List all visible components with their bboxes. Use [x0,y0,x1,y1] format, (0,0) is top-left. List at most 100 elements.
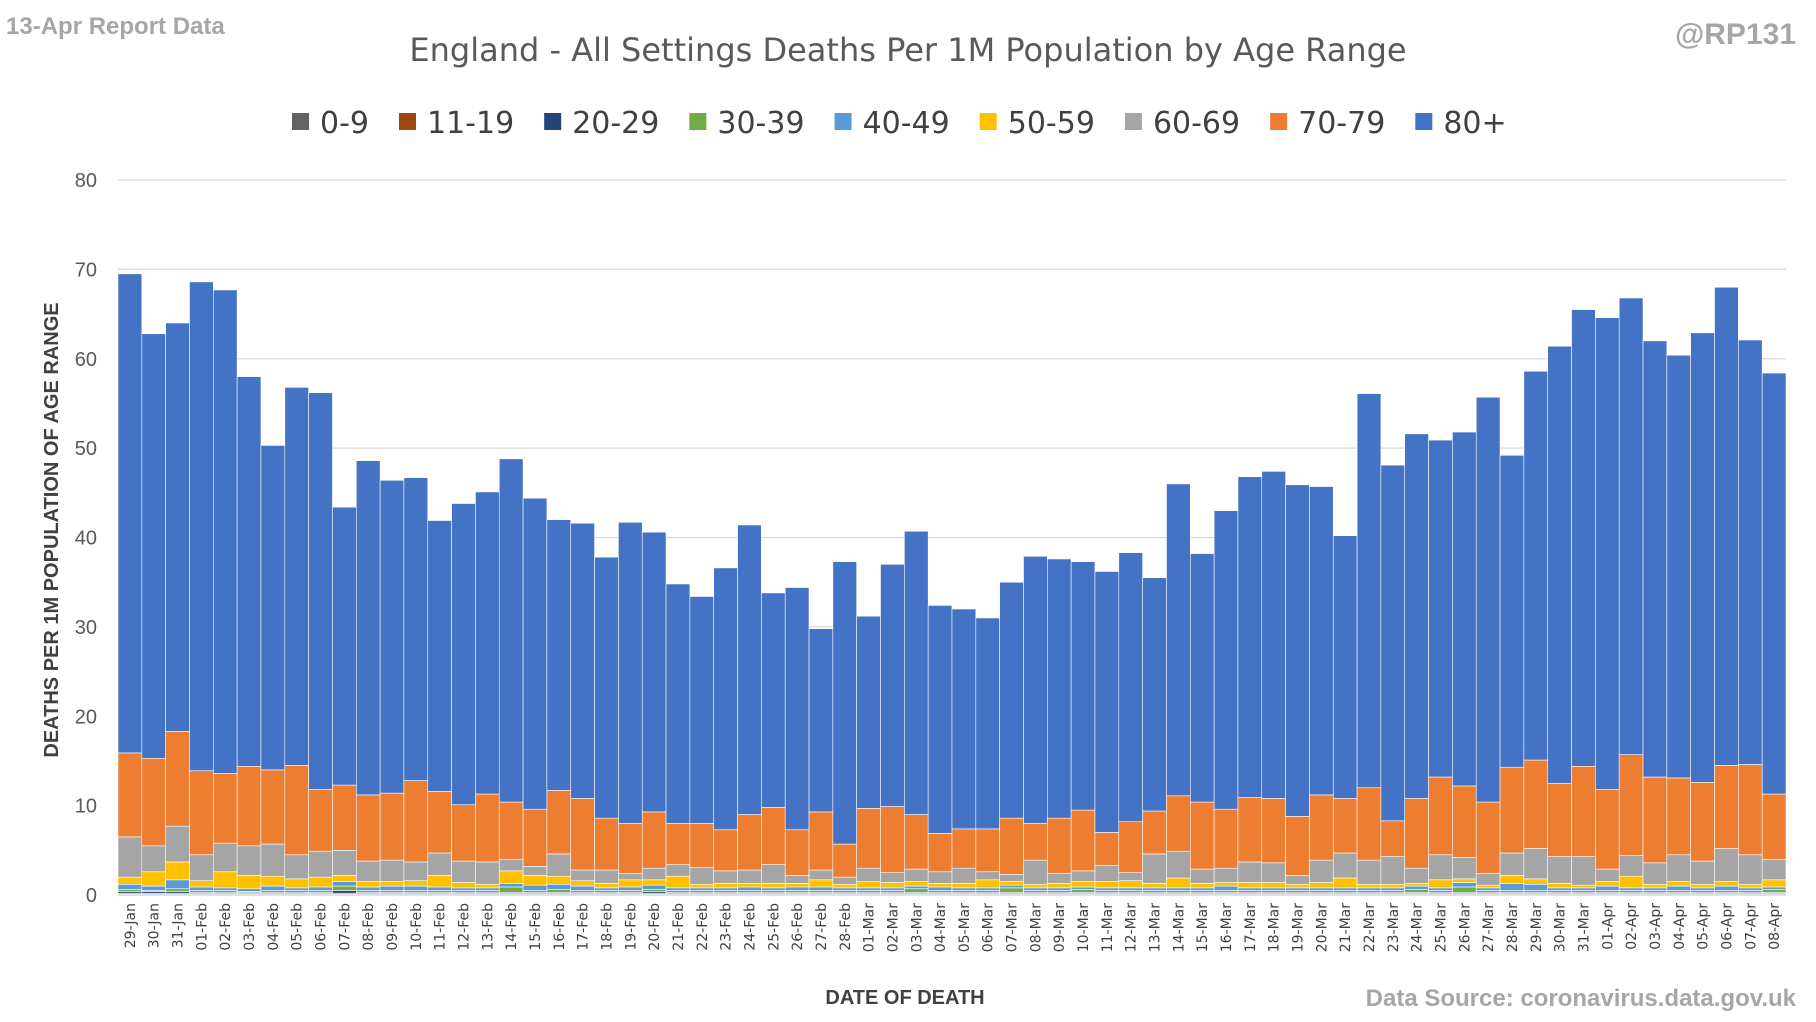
bar-segment-07-Apr-40-49 [1738,887,1763,891]
bar-segment-06-Apr-50-59 [1714,881,1739,887]
bar-segment-01-Mar-80+ [856,615,881,809]
bar-segment-19-Feb-50-59 [618,879,643,888]
bar-segment-10-Mar-70-79 [1070,809,1096,872]
bar-segment-23-Feb-80+ [713,567,738,831]
bar-segment-15-Feb-80+ [522,497,548,810]
x-tick-label: 28-Mar [1505,903,1521,953]
bar-segment-26-Mar-40-49 [1452,882,1477,888]
legend-swatch-50-59 [979,113,997,130]
bar-segment-08-Mar-80+ [1023,555,1048,824]
bar-segment-06-Apr-60-69 [1714,848,1739,882]
bar-segment-11-Mar-80+ [1094,571,1120,833]
bar-segment-31-Mar-80+ [1571,309,1596,767]
bar-segment-06-Mar-80+ [975,617,1000,830]
y-tick-label: 70 [75,259,97,281]
bar-segment-06-Feb-60-69 [308,850,333,878]
bar-segment-10-Feb-50-59 [403,880,429,887]
bar-segment-31-Jan-40-49 [165,879,190,890]
bar-segment-16-Feb-40-49 [546,883,572,890]
bar-segment-05-Apr-70-79 [1690,782,1715,862]
bar-segment-10-Feb-40-49 [403,885,429,891]
bar-segment-07-Mar-60-69 [999,874,1024,882]
bar-segment-02-Apr-60-69 [1618,855,1644,877]
bar-segment-28-Feb-50-59 [832,883,857,889]
bar-segment-13-Feb-50-59 [475,883,500,889]
bar-segment-10-Mar-30-39 [1070,889,1096,893]
bar-segment-12-Mar-40-49 [1118,887,1143,891]
bar-segment-05-Mar-80+ [951,608,977,830]
bar-segment-21-Mar-40-49 [1332,887,1358,891]
bar-segment-30-Jan-40-49 [141,885,166,891]
bar-segment-30-Jan-50-59 [141,871,166,887]
bar-segment-15-Mar-60-69 [1189,868,1215,884]
bar-segment-26-Feb-50-59 [784,883,810,888]
bar-segment-08-Mar-50-59 [1023,883,1048,889]
bar-segment-17-Mar-40-49 [1237,887,1263,891]
bar-segment-04-Apr-40-49 [1666,885,1691,891]
bar-segment-03-Apr-60-69 [1642,862,1668,885]
bar-segment-09-Mar-40-49 [1047,887,1072,891]
bar-segment-24-Mar-70-79 [1404,798,1429,869]
x-tick-label: 18-Mar [1267,903,1283,953]
bar-segment-10-Mar-50-59 [1070,881,1096,888]
bar-segment-17-Feb-80+ [570,522,595,799]
x-tick-label: 10-Mar [1076,903,1092,953]
bar-segment-03-Apr-40-49 [1642,887,1668,891]
bar-segment-06-Apr-70-79 [1714,765,1739,849]
bar-segment-18-Feb-70-79 [594,817,619,871]
bar-segment-15-Feb-60-69 [522,866,548,876]
bar-segment-14-Mar-50-59 [1166,877,1191,889]
bar-segment-01-Feb-40-49 [189,886,214,891]
bar-segment-25-Feb-60-69 [761,864,786,884]
x-tick-label: 02-Mar [885,903,901,953]
bar-segment-08-Mar-60-69 [1023,859,1048,885]
x-tick-label: 31-Mar [1576,903,1592,953]
bar-segment-08-Apr-40-49 [1761,886,1787,890]
bar-segment-08-Apr-60-69 [1761,858,1787,881]
x-tick-label: 03-Feb [242,903,258,951]
legend-label-50-59: 50-59 [1008,106,1095,141]
bar-segment-09-Feb-70-79 [379,792,405,861]
bar-segment-20-Mar-70-79 [1309,794,1334,861]
bar-segment-16-Mar-80+ [1213,510,1239,810]
bar-segment-02-Feb-80+ [213,289,238,774]
bar-segment-30-Mar-40-49 [1547,887,1572,891]
bar-segment-03-Feb-80+ [236,376,262,767]
bar-segment-13-Feb-80+ [475,491,500,795]
bar-segment-26-Feb-40-49 [784,886,810,891]
x-tick-label: 12-Mar [1124,903,1140,953]
y-tick-label: 20 [75,706,97,728]
bar-segment-30-Mar-80+ [1547,345,1572,784]
x-tick-label: 30-Mar [1553,903,1569,953]
y-axis-title: DEATHS PER 1M POPULATION OF AGE RANGE [41,302,63,757]
bar-segment-22-Mar-60-69 [1356,859,1382,885]
bar-segment-12-Feb-40-49 [451,887,476,891]
bar-segment-17-Mar-80+ [1237,476,1263,798]
bar-segment-07-Mar-40-49 [999,884,1024,889]
bar-segment-03-Apr-70-79 [1642,776,1668,864]
bar-segment-18-Feb-40-49 [594,887,619,891]
bar-segment-19-Mar-50-59 [1285,883,1310,889]
x-tick-label: 06-Apr [1719,903,1735,950]
bar-segment-18-Feb-50-59 [594,883,619,889]
bar-segment-01-Feb-50-59 [189,880,214,888]
bar-segment-06-Mar-50-59 [975,879,1000,889]
bar-segment-16-Mar-60-69 [1213,867,1239,883]
legend-swatch-20-29 [544,113,562,130]
bar-segment-31-Jan-60-69 [165,825,190,863]
bar-segment-24-Feb-80+ [737,524,762,815]
y-tick-label: 50 [75,438,97,460]
bar-segment-28-Mar-40-49 [1499,883,1525,891]
bar-segment-06-Apr-40-49 [1714,885,1739,891]
x-axis-title: DATE OF DEATH [825,987,984,1009]
x-tick-label: 08-Apr [1767,903,1783,950]
x-tick-label: 13-Feb [480,903,496,951]
bar-segment-05-Feb-80+ [284,387,309,766]
x-tick-label: 30-Jan [147,903,163,948]
bar-segment-14-Mar-40-49 [1166,887,1191,891]
x-tick-label: 11-Feb [433,903,449,951]
y-axis-ticks: 0 10 20 30 40 50 60 70 80 [75,170,97,907]
bar-segment-13-Feb-40-49 [475,887,500,891]
x-tick-label: 21-Feb [671,903,687,951]
